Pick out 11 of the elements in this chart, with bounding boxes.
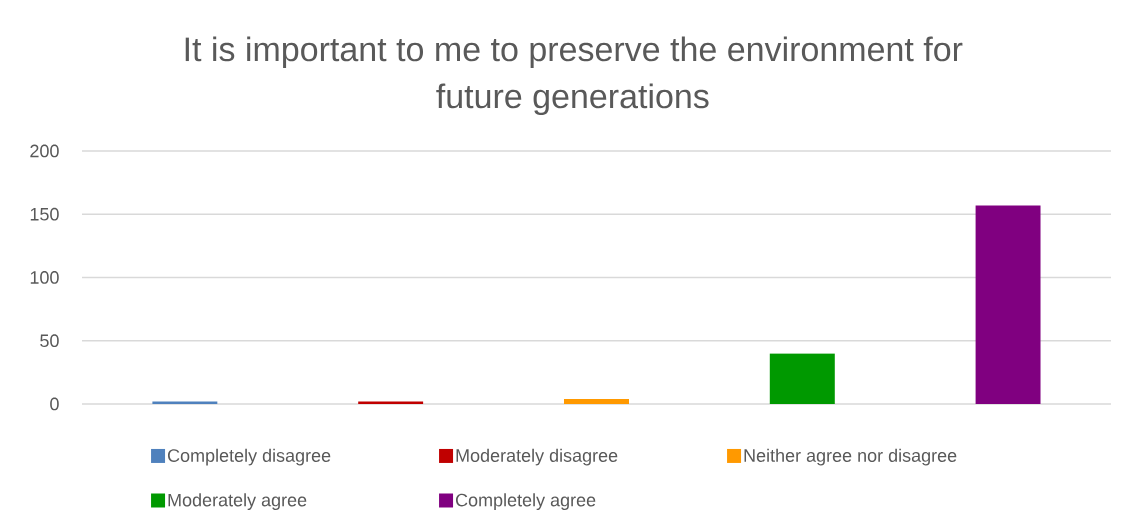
- y-tick-label: 200: [30, 144, 59, 158]
- y-tick-label: 0: [50, 397, 59, 411]
- legend-label: Neither agree nor disagree: [744, 448, 957, 466]
- y-tick-label: 50: [40, 334, 59, 348]
- legend-label: Completely disagree: [167, 448, 331, 466]
- legend-label: Completely agree: [455, 493, 596, 510]
- y-tick-label: 150: [30, 207, 59, 221]
- chart-title: It is important to me to preserve the environment for future generations: [185, 36, 963, 116]
- legend-label: Moderately agree: [168, 493, 307, 510]
- y-tick-label: 100: [30, 271, 59, 284]
- legend-label: Moderately disagree: [456, 448, 618, 466]
